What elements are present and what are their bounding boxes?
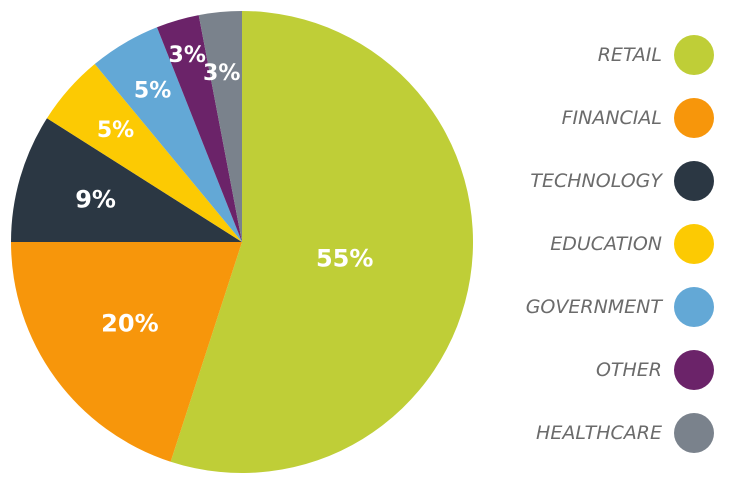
pie-slice-other	[156, 15, 242, 243]
legend-label-retail: RETAIL	[598, 44, 662, 66]
legend-label-government: GOVERNMENT	[526, 296, 664, 318]
slice-label-government: 5%	[134, 78, 171, 103]
slice-label-education: 5%	[97, 118, 134, 143]
legend-label-other: OTHER	[596, 359, 662, 381]
pie-slice-retail	[170, 10, 474, 473]
pie-slice-labels: 55% 20% 9% 5%5% 3%3%	[75, 43, 373, 338]
slice-label-healthcare: 3%	[203, 61, 240, 86]
pie-slice-education	[46, 64, 243, 242]
slice-label-technology: 9%	[75, 186, 116, 214]
legend-swatch-healthcare	[674, 413, 714, 453]
legend: RETAIL FINANCIAL TECHNOLOGY EDUCATION GOVERN…	[526, 35, 714, 453]
legend-swatch-financial	[674, 98, 714, 138]
legend-swatch-technology	[674, 161, 714, 201]
legend-label-education: EDUCATION	[550, 233, 662, 255]
legend-swatch-government	[674, 287, 714, 327]
legend-label-technology: TECHNOLOGY	[530, 170, 663, 192]
pie-slice-healthcare	[198, 10, 242, 242]
slice-label-retail: 55%	[316, 244, 373, 272]
legend-swatch-retail	[674, 35, 714, 75]
legend-label-financial: FINANCIAL	[562, 107, 662, 129]
slice-label-other: 3%	[169, 43, 206, 68]
pie-slices	[11, 10, 474, 473]
legend-swatch-other	[674, 350, 714, 390]
pie-slice-financial	[11, 242, 242, 462]
pie-slice-technology	[11, 118, 242, 242]
legend-swatch-education	[674, 224, 714, 264]
pie-slice-government	[94, 27, 242, 242]
legend-label-healthcare: HEALTHCARE	[536, 422, 662, 444]
slice-label-financial: 20%	[101, 310, 158, 338]
